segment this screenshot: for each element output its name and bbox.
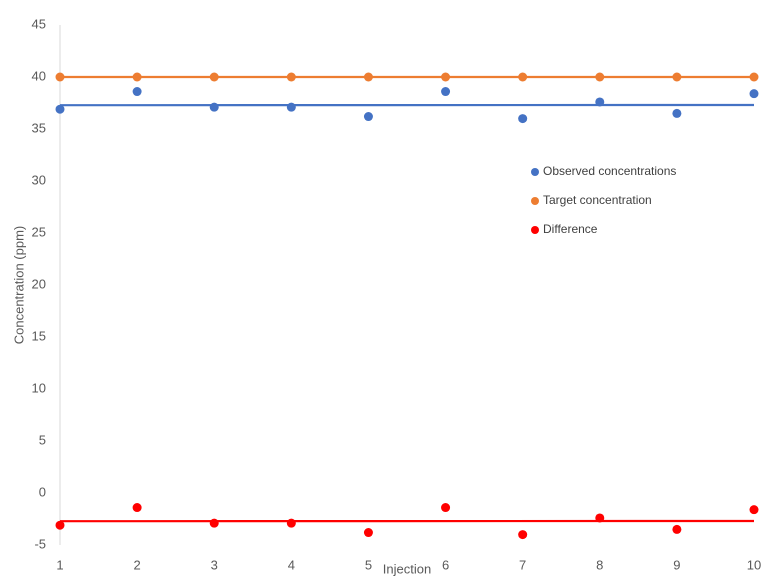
y-tick-label: 25 (32, 224, 46, 239)
data-point (132, 503, 142, 513)
y-tick-label: -5 (34, 536, 46, 551)
y-tick-label: 30 (32, 172, 46, 187)
y-tick-label: 40 (32, 68, 46, 83)
y-tick-label: 20 (32, 276, 46, 291)
data-point (55, 72, 65, 82)
y-tick-label: 5 (39, 432, 46, 447)
data-point (441, 72, 451, 82)
y-tick-label: 10 (32, 380, 46, 395)
data-point (595, 513, 605, 523)
data-point (749, 72, 759, 82)
data-point (132, 72, 142, 82)
x-tick-label: 9 (673, 557, 680, 572)
data-point (363, 112, 373, 122)
data-point (286, 72, 296, 82)
y-tick-label: 15 (32, 328, 46, 343)
legend-marker (531, 226, 539, 234)
data-point (518, 72, 528, 82)
data-point (286, 518, 296, 528)
x-axis-title: Injection (383, 561, 431, 576)
data-point (595, 97, 605, 107)
data-point (132, 87, 142, 97)
legend-marker (531, 168, 539, 176)
data-point (209, 102, 219, 112)
data-point (209, 518, 219, 528)
x-tick-label: 7 (519, 557, 526, 572)
data-point (672, 524, 682, 534)
y-tick-label: 0 (39, 484, 46, 499)
y-tick-label: 45 (32, 16, 46, 31)
x-tick-label: 2 (133, 557, 140, 572)
x-tick-label: 1 (56, 557, 63, 572)
data-point (749, 89, 759, 99)
legend-label: Observed concentrations (543, 164, 676, 178)
legend-label: Difference (543, 222, 598, 236)
x-tick-label: 10 (747, 557, 761, 572)
data-point (363, 528, 373, 538)
data-point (518, 114, 528, 124)
data-point (55, 104, 65, 114)
x-tick-label: 3 (211, 557, 218, 572)
x-tick-label: 6 (442, 557, 449, 572)
data-point (441, 87, 451, 97)
data-point (55, 520, 65, 530)
x-tick-label: 8 (596, 557, 603, 572)
data-point (286, 102, 296, 112)
x-tick-label: 4 (288, 557, 295, 572)
data-point (595, 72, 605, 82)
data-point (672, 72, 682, 82)
data-point (209, 72, 219, 82)
legend-label: Target concentration (543, 193, 652, 207)
data-point (441, 503, 451, 513)
y-axis-title: Concentration (ppm) (11, 226, 26, 345)
data-point (363, 72, 373, 82)
x-tick-label: 5 (365, 557, 372, 572)
data-point (518, 530, 528, 540)
data-point (672, 108, 682, 118)
y-tick-label: 35 (32, 120, 46, 135)
legend-marker (531, 197, 539, 205)
data-point (749, 505, 759, 515)
